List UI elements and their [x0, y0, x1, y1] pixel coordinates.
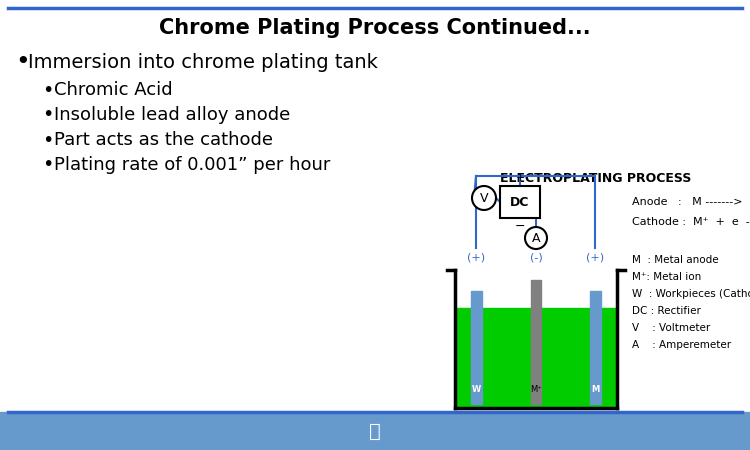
- Text: −: −: [514, 220, 525, 233]
- Text: Ⓡ: Ⓡ: [369, 422, 381, 441]
- Text: M: M: [591, 386, 599, 395]
- Circle shape: [525, 227, 547, 249]
- Text: Anode   :   M ------->  M⁺ + e: Anode : M -------> M⁺ + e: [632, 197, 750, 207]
- Bar: [590, 291, 601, 404]
- Text: Chrome Plating Process Continued...: Chrome Plating Process Continued...: [159, 18, 591, 38]
- Text: V: V: [480, 192, 488, 204]
- Text: •: •: [42, 105, 53, 125]
- Text: Cathode :  M⁺  +  e  ------->  M: Cathode : M⁺ + e -------> M: [632, 217, 750, 227]
- Text: Insoluble lead alloy anode: Insoluble lead alloy anode: [54, 106, 290, 124]
- Text: A    : Amperemeter: A : Amperemeter: [632, 340, 731, 350]
- Bar: [471, 291, 482, 404]
- Text: W  : Workpieces (Cathode): W : Workpieces (Cathode): [632, 289, 750, 299]
- Text: A: A: [532, 231, 540, 244]
- Text: W: W: [471, 386, 481, 395]
- Text: DC: DC: [510, 195, 530, 208]
- Text: M⁺: M⁺: [530, 386, 542, 395]
- Text: M⁺: Metal ion: M⁺: Metal ion: [632, 272, 701, 282]
- Text: (+): (+): [467, 253, 485, 263]
- Bar: [456, 308, 616, 407]
- Text: •: •: [15, 50, 30, 74]
- Text: •: •: [42, 130, 53, 149]
- Text: M  : Metal anode: M : Metal anode: [632, 255, 718, 265]
- Text: Plating rate of 0.001” per hour: Plating rate of 0.001” per hour: [54, 156, 330, 174]
- Text: •: •: [42, 81, 53, 99]
- Text: (-): (-): [530, 253, 542, 263]
- Text: Chromic Acid: Chromic Acid: [54, 81, 173, 99]
- Circle shape: [472, 186, 496, 210]
- Text: (+): (+): [586, 253, 604, 263]
- Text: Part acts as the cathode: Part acts as the cathode: [54, 131, 273, 149]
- Text: ELECTROPLATING PROCESS: ELECTROPLATING PROCESS: [500, 171, 692, 184]
- Text: DC : Rectifier: DC : Rectifier: [632, 306, 700, 316]
- Text: V    : Voltmeter: V : Voltmeter: [632, 323, 710, 333]
- Bar: [0, 412, 750, 450]
- Text: +: +: [515, 173, 525, 183]
- Bar: [500, 186, 540, 218]
- Text: Immersion into chrome plating tank: Immersion into chrome plating tank: [28, 53, 378, 72]
- Bar: [531, 280, 541, 404]
- Text: •: •: [42, 156, 53, 175]
